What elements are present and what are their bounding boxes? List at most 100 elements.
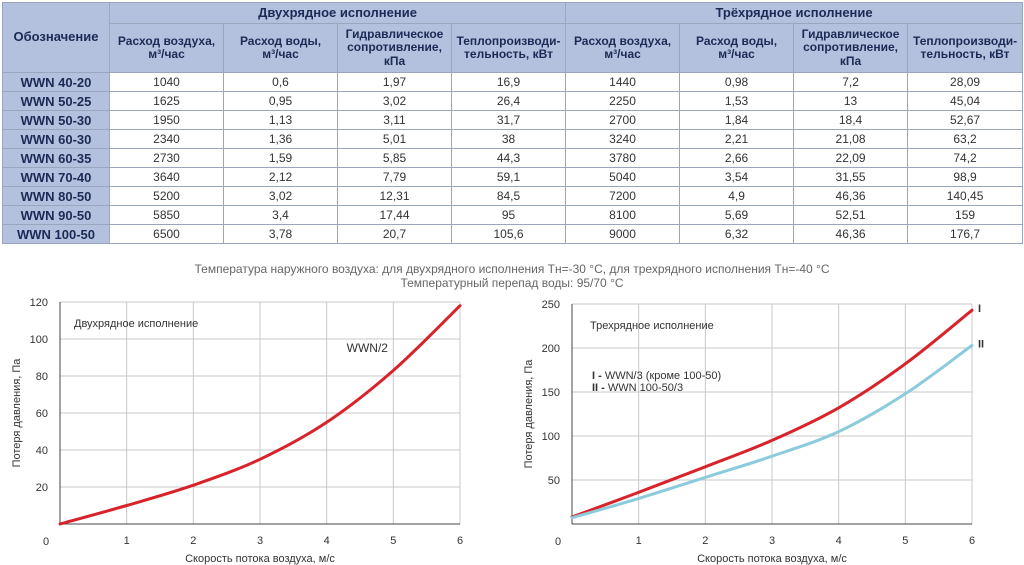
conditions-notes: Температура наружного воздуха: для двухр… xyxy=(0,262,1024,290)
two-row-value-cell: 2340 xyxy=(109,129,224,149)
y-tick-label: 200 xyxy=(542,343,560,355)
y-axis-label: Потеря давления, Па xyxy=(11,358,23,468)
x-tick-label: 2 xyxy=(702,535,708,547)
header-three-row-group: Трёхрядное исполнение xyxy=(565,2,1024,24)
two-row-value-cell: 38 xyxy=(450,129,567,149)
two-row-value-cell: 1950 xyxy=(109,110,224,130)
three-row-value-cell: 28,09 xyxy=(907,72,1024,92)
table-row: WWN 100-50 6500 3,78 20,7 105,6 9000 6,32 46,36… xyxy=(2,224,1024,244)
y-tick-label: 60 xyxy=(36,408,48,420)
three-row-value-cell: 0,98 xyxy=(679,72,795,92)
y-tick-label: 50 xyxy=(548,475,560,487)
specs-table: Обозначение Двухрядное исполнение Трёхря… xyxy=(2,2,1024,244)
chart-title: Двухрядное исполнение xyxy=(74,318,198,330)
y-tick-label: 100 xyxy=(542,431,560,443)
x-tick-label: 3 xyxy=(257,535,263,547)
series-name-label: WWN/2 xyxy=(347,341,389,355)
model-cell: WWN 90-50 xyxy=(2,205,110,225)
two-row-value-cell: 1,13 xyxy=(223,110,338,130)
three-row-value-cell: 1,53 xyxy=(679,91,795,111)
two-row-value-cell: 3,4 xyxy=(223,205,338,225)
header-three-row-col-3: Гидравлическое сопротивление, кПа xyxy=(793,23,909,73)
chart-three-row: 0 1 2 3 4 5 6 50 100 150 200 250 Скорость потока воз… xyxy=(523,299,984,565)
y-tick-label: 250 xyxy=(542,299,560,311)
two-row-value-cell: 1,36 xyxy=(223,129,338,149)
three-row-value-cell: 46,36 xyxy=(793,224,909,244)
x-tick-label: 1 xyxy=(636,535,642,547)
three-row-value-cell: 5040 xyxy=(565,167,681,187)
x-tick-label: 2 xyxy=(190,535,196,547)
table-row: WWN 50-25 1625 0,95 3,02 26,4 2250 1,53 13 45,04 xyxy=(2,91,1024,111)
series-end-label: II xyxy=(978,338,984,350)
three-row-value-cell: 8100 xyxy=(565,205,681,225)
chart-title: Трехрядное исполнение xyxy=(590,320,714,332)
two-row-value-cell: 95 xyxy=(450,205,567,225)
two-row-value-cell: 3640 xyxy=(109,167,224,187)
header-two-row-col-2: Расход воды, м³/час xyxy=(223,23,338,73)
y-tick-label: 100 xyxy=(30,334,48,346)
three-row-value-cell: 74,2 xyxy=(907,148,1024,168)
three-row-value-cell: 9000 xyxy=(565,224,681,244)
three-row-value-cell: 1440 xyxy=(565,72,681,92)
model-cell: WWN 60-35 xyxy=(2,148,110,168)
table-row: WWN 80-50 5200 3,02 12,31 84,5 7200 4,9 46,36 14… xyxy=(2,186,1024,206)
y-tick-label: 20 xyxy=(36,482,48,494)
x-tick-label: 4 xyxy=(836,535,842,547)
x-tick-label: 6 xyxy=(457,535,463,547)
header-two-row-col-3: Гидравлическое сопротивление, кПа xyxy=(337,23,452,73)
series-line-1 xyxy=(570,308,974,519)
legend-entry: II - WWN 100-50/3 xyxy=(592,382,683,394)
three-row-value-cell: 52,51 xyxy=(793,205,909,225)
note-air-temperature: Температура наружного воздуха: для двухр… xyxy=(194,262,830,276)
header-three-row-col-1: Расход воздуха, м³/час xyxy=(565,23,681,73)
two-row-value-cell: 3,02 xyxy=(223,186,338,206)
two-row-value-cell: 0,95 xyxy=(223,91,338,111)
header-two-row-col-1: Расход воздуха, м³/час xyxy=(109,23,224,73)
legend-label: WWN 100-50/3 xyxy=(608,382,683,394)
legend-entry: I - WWN/3 (кроме 100-50) xyxy=(592,370,721,382)
two-row-value-cell: 44,3 xyxy=(450,148,567,168)
three-row-value-cell: 98,9 xyxy=(907,167,1024,187)
two-row-value-cell: 59,1 xyxy=(450,167,567,187)
three-row-value-cell: 140,45 xyxy=(907,186,1024,206)
table-row: WWN 60-30 2340 1,36 5,01 38 3240 2,21 21,08 63,2 xyxy=(2,129,1024,149)
header-two-row-group: Двухрядное исполнение xyxy=(108,2,567,24)
y-tick-label: 150 xyxy=(542,387,560,399)
three-row-value-cell: 18,4 xyxy=(793,110,909,130)
y-tick-label: 80 xyxy=(36,371,48,383)
model-cell: WWN 50-30 xyxy=(2,110,110,130)
two-row-value-cell: 2730 xyxy=(109,148,224,168)
two-row-value-cell: 16,9 xyxy=(450,72,567,92)
legend-label: WWN/3 (кроме 100-50) xyxy=(605,370,721,382)
two-row-value-cell: 26,4 xyxy=(450,91,567,111)
three-row-value-cell: 7,2 xyxy=(793,72,909,92)
x-tick-label: 0 xyxy=(555,536,561,548)
three-row-value-cell: 21,08 xyxy=(793,129,909,149)
two-row-value-cell: 5,01 xyxy=(337,129,452,149)
three-row-value-cell: 45,04 xyxy=(907,91,1024,111)
two-row-value-cell: 5200 xyxy=(109,186,224,206)
two-row-value-cell: 2,12 xyxy=(223,167,338,187)
x-tick-label: 6 xyxy=(969,535,975,547)
y-tick-label: 120 xyxy=(30,297,48,309)
three-row-value-cell: 6,32 xyxy=(679,224,795,244)
three-row-value-cell: 3,54 xyxy=(679,167,795,187)
table-row: WWN 60-35 2730 1,59 5,85 44,3 3780 2,66 22,09 74… xyxy=(2,148,1024,168)
legend-mark: I xyxy=(592,370,595,382)
header-three-row-col-4: Теплопроизводи-тельность, кВт xyxy=(907,23,1024,73)
two-row-value-cell: 17,44 xyxy=(337,205,452,225)
three-row-value-cell: 3240 xyxy=(565,129,681,149)
three-row-value-cell: 13 xyxy=(793,91,909,111)
two-row-value-cell: 1040 xyxy=(109,72,224,92)
x-tick-label: 5 xyxy=(390,535,396,547)
two-row-value-cell: 0,6 xyxy=(223,72,338,92)
y-axis-label: Потеря давления, Па xyxy=(523,359,535,469)
three-row-value-cell: 2700 xyxy=(565,110,681,130)
table-row: WWN 40-20 1040 0,6 1,97 16,9 1440 0,98 7,2 28,09 xyxy=(2,72,1024,92)
header-three-row-col-2: Расход воды, м³/час xyxy=(679,23,795,73)
two-row-value-cell: 5,85 xyxy=(337,148,452,168)
x-axis-label: Скорость потока воздуха, м/с xyxy=(697,553,847,565)
three-row-value-cell: 22,09 xyxy=(793,148,909,168)
legend-mark: II xyxy=(592,382,598,394)
two-row-value-cell: 5850 xyxy=(109,205,224,225)
